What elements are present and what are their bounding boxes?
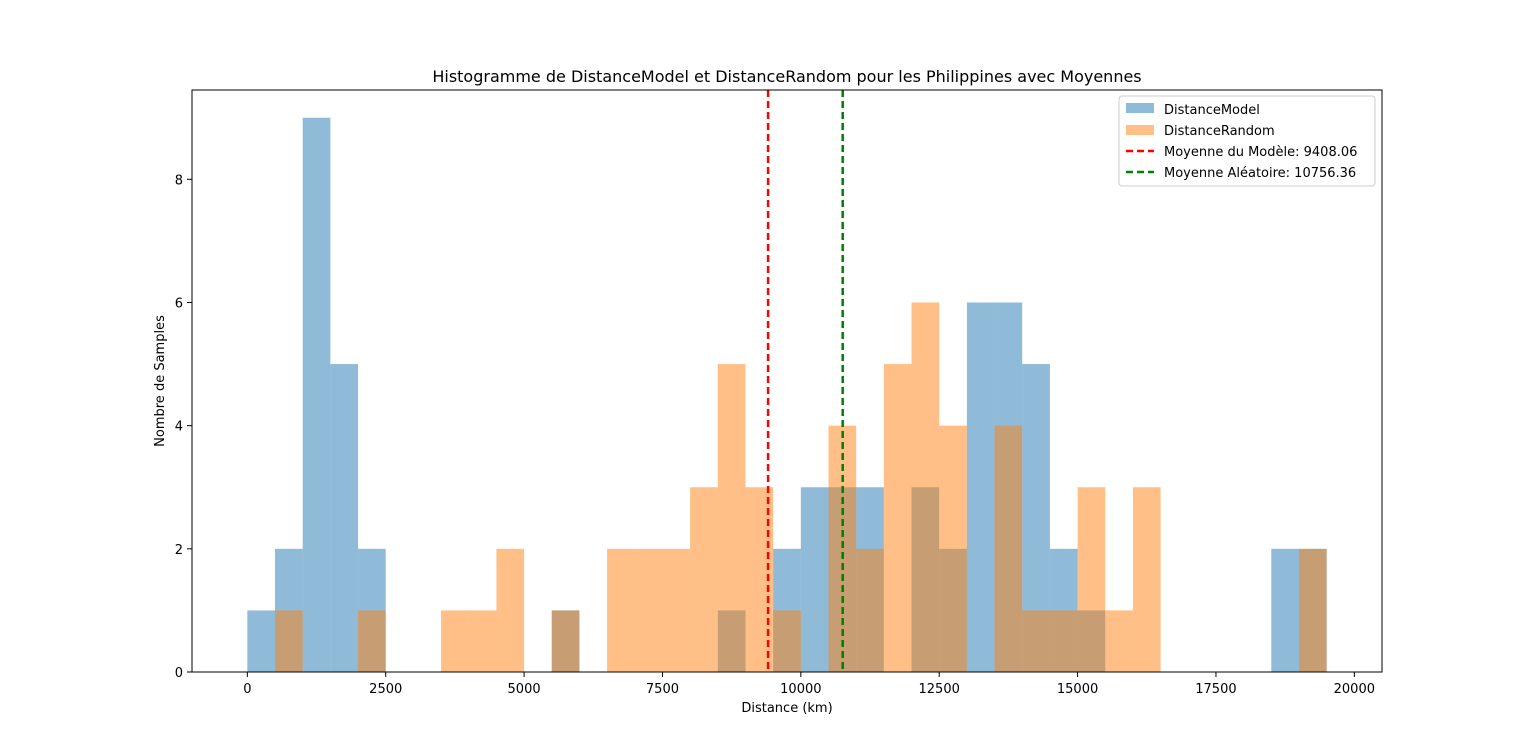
legend: DistanceModel DistanceRandom Moyenne du … (1118, 95, 1376, 187)
bar-distancerandom (856, 548, 884, 672)
x-tick-label: 20000 (1334, 682, 1375, 697)
bar-distancerandom (1022, 610, 1050, 672)
bar-distancerandom (607, 548, 635, 672)
legend-box (1118, 95, 1376, 187)
legend-label-model-mean: Moyenne du Modèle: 9408.06 (1164, 145, 1357, 160)
legend-swatch-distancemodel (1126, 103, 1154, 113)
legend-label-distancemodel: DistanceModel (1164, 103, 1260, 118)
bar-distancemodel (330, 364, 359, 672)
bar-distancerandom (1049, 610, 1078, 672)
bar-distancerandom (496, 548, 525, 672)
x-tick-label: 7500 (646, 682, 679, 697)
bar-distancemodel (247, 610, 276, 672)
x-tick-label: 2500 (369, 682, 402, 697)
x-tick-label: 0 (243, 682, 251, 697)
bars-layer (247, 117, 1327, 672)
y-tick-label: 2 (175, 543, 183, 558)
bar-distancerandom (1298, 548, 1327, 672)
bar-distancerandom (883, 364, 912, 672)
bar-distancemodel (302, 117, 331, 672)
x-axis-ticks: 0 2500 5000 7500 10000 12500 15000 17500 20000 (243, 672, 1375, 697)
bar-distancemodel (1271, 548, 1299, 672)
x-tick-label: 12500 (919, 682, 960, 697)
bar-distancerandom (717, 364, 746, 672)
x-axis-label: Distance (km) (741, 701, 832, 716)
legend-swatch-distancerandom (1126, 125, 1154, 135)
bar-distancerandom (662, 548, 691, 672)
bar-distancerandom (551, 610, 580, 672)
y-tick-label: 6 (175, 296, 183, 311)
bar-distancerandom (358, 610, 386, 672)
chart-title: Histogramme de DistanceModel et Distance… (432, 67, 1141, 86)
bar-distancemodel (800, 487, 829, 672)
bar-distancerandom (1132, 487, 1161, 672)
bar-distancerandom (1077, 487, 1106, 672)
y-tick-label: 0 (175, 666, 183, 681)
y-axis-ticks: 0 2 4 6 8 (175, 173, 192, 681)
bar-distancerandom (441, 610, 469, 672)
bar-distancerandom (690, 487, 718, 672)
y-tick-label: 4 (175, 420, 183, 435)
x-tick-label: 17500 (1195, 682, 1236, 697)
bar-distancerandom (911, 302, 940, 672)
x-tick-label: 15000 (1057, 682, 1098, 697)
bar-distancerandom (939, 425, 967, 672)
bar-distancerandom (1105, 610, 1133, 672)
legend-label-distancerandom: DistanceRandom (1164, 124, 1275, 139)
bar-distancerandom (275, 610, 303, 672)
bar-distancemodel (966, 302, 995, 672)
bar-distancerandom (773, 610, 801, 672)
x-tick-label: 10000 (780, 682, 821, 697)
x-tick-label: 5000 (508, 682, 541, 697)
bar-distancerandom (634, 548, 663, 672)
y-axis-label: Nombre de Samples (153, 315, 168, 447)
bar-distancerandom (994, 425, 1023, 672)
bar-distancerandom (468, 610, 497, 672)
legend-label-random-mean: Moyenne Aléatoire: 10756.36 (1164, 166, 1356, 181)
mean-lines-layer (766, 90, 844, 672)
plot-frame (191, 89, 1383, 673)
y-tick-label: 8 (175, 173, 183, 188)
